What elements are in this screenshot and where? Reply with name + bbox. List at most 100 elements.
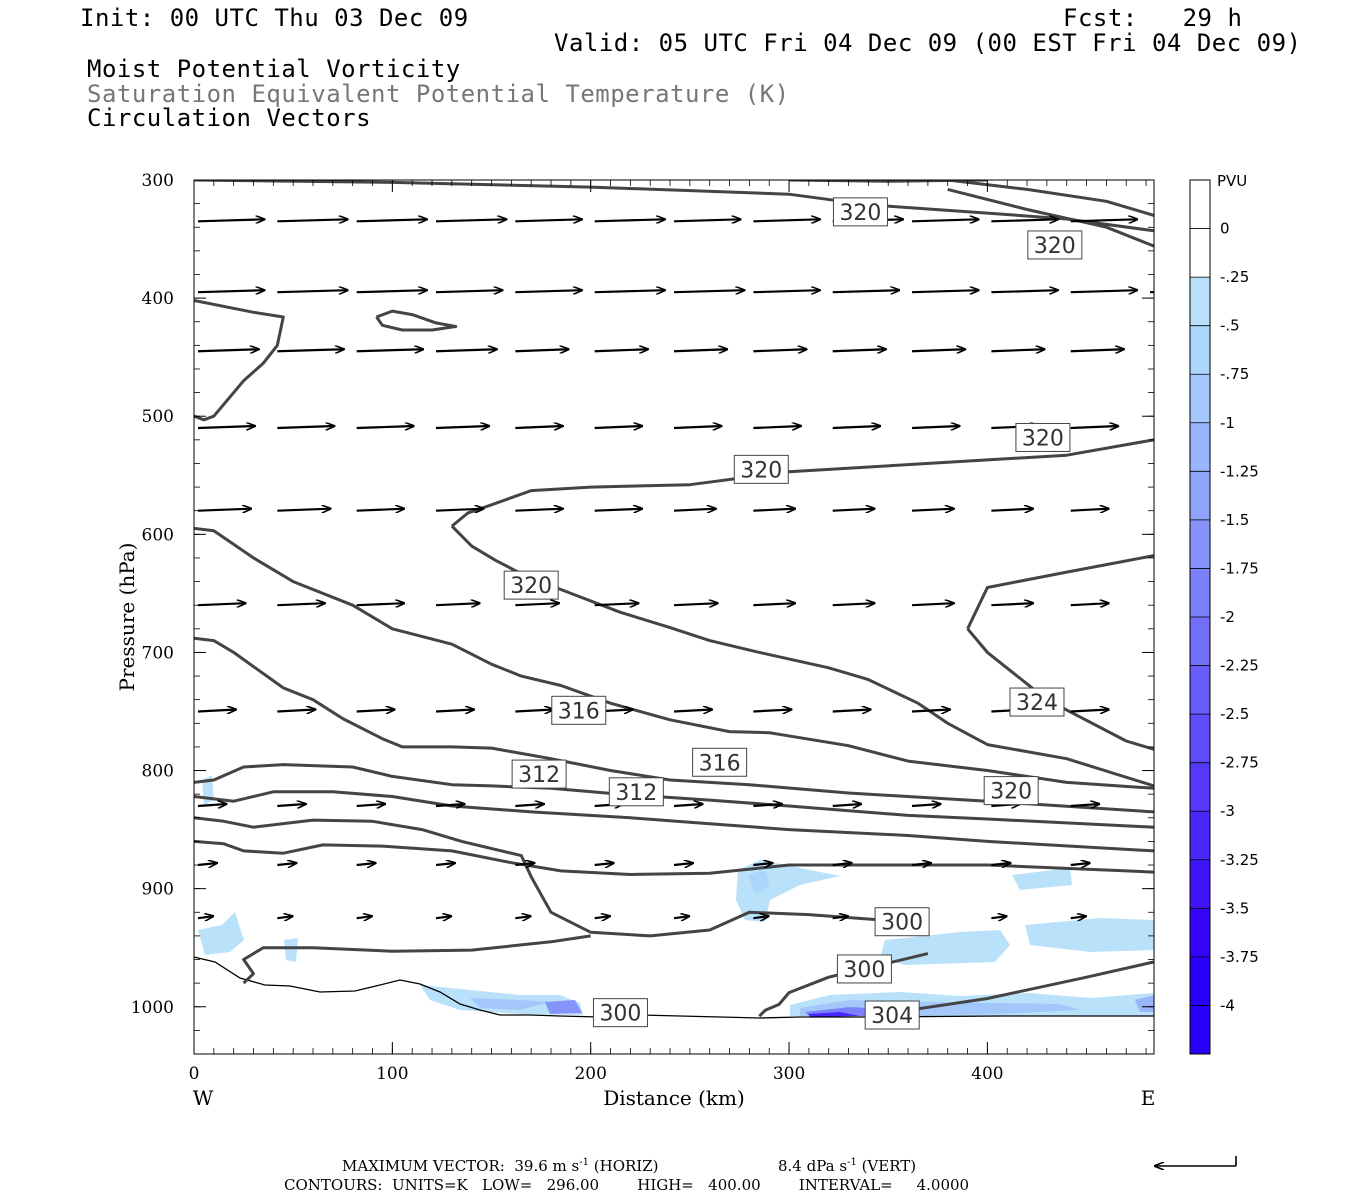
contour-label-text: 312 <box>615 781 657 806</box>
x-tick-label: 0 <box>189 1064 200 1084</box>
valid-time: Valid: 05 UTC Fri 04 Dec 09 (00 EST Fri … <box>554 29 1302 57</box>
circulation-vector <box>673 603 718 605</box>
circulation-vector <box>197 509 251 511</box>
circulation-vector <box>197 219 265 221</box>
circulation-vector <box>1070 219 1138 221</box>
contour-304 <box>907 960 1154 1012</box>
circulation-vector <box>673 709 712 711</box>
circulation-vector <box>356 426 414 428</box>
contour-label-300: 300 <box>874 907 930 937</box>
y-tick-label: 900 <box>142 880 174 900</box>
circulation-vector <box>197 709 236 711</box>
field-title-theta-es: Saturation Equivalent Potential Temperat… <box>87 80 790 108</box>
field-title-pv: Moist Potential Vorticity <box>87 55 461 83</box>
circulation-vector <box>832 426 881 428</box>
colorbar-label: -2.5 <box>1220 705 1249 723</box>
circulation-vector <box>673 426 722 428</box>
circulation-vector <box>515 863 534 865</box>
circulation-vector <box>197 290 265 292</box>
circulation-vector <box>673 509 716 511</box>
colorbar-segment <box>1190 180 1210 229</box>
y-axis-ticks: 300 400 500 600 700 800 900 1000 <box>131 171 1154 1018</box>
pv-shade-region <box>284 938 298 962</box>
x-tick-label: 300 <box>773 1064 805 1084</box>
contour-label-304: 304 <box>864 1000 920 1030</box>
contour-label-320: 320 <box>503 570 559 600</box>
colorbar-label: -3.75 <box>1220 948 1259 966</box>
contour-label-300: 300 <box>592 998 648 1028</box>
circulation-vector <box>515 426 563 428</box>
vert-tag: (VERT) <box>856 1157 917 1175</box>
terrain-line <box>193 956 1154 1019</box>
circulation-vector <box>753 509 795 511</box>
circulation-vector <box>832 603 875 605</box>
circulation-vector <box>435 603 480 605</box>
circulation-vector <box>435 290 503 292</box>
circulation-vector <box>1070 863 1090 865</box>
contour-label-312: 312 <box>608 777 664 807</box>
colorbar-label: -2.75 <box>1220 754 1259 772</box>
contour-label-text: 312 <box>518 763 560 788</box>
colorbar-segment <box>1190 956 1210 1006</box>
circulation-vector <box>991 509 1033 511</box>
pv-shade-region <box>1025 918 1154 952</box>
circulation-vector <box>753 219 820 221</box>
circulation-vector <box>356 290 427 292</box>
contour-320 <box>450 525 1154 788</box>
colorbar-segment <box>1190 811 1210 860</box>
circulation-vector <box>674 290 744 292</box>
circulation-vector <box>911 863 931 865</box>
circulation-vector <box>753 863 772 865</box>
contour-label-box <box>836 954 892 984</box>
circulation-vector <box>435 426 489 428</box>
circulation-vector <box>435 709 474 711</box>
x-tick-label: 100 <box>376 1064 408 1084</box>
contour-label-300: 300 <box>836 954 892 984</box>
circulation-vector <box>1070 426 1119 428</box>
circulation-vector <box>277 863 296 865</box>
east-label: E <box>1141 1086 1156 1110</box>
contour-label-text: 316 <box>558 699 600 724</box>
contour-label-box <box>832 197 888 227</box>
colorbar-segment <box>1190 471 1210 520</box>
circulation-vector <box>832 290 900 292</box>
circulation-vector <box>594 219 665 221</box>
circulation-vector <box>435 219 506 221</box>
circulation-vector <box>753 349 806 351</box>
contour-label-text: 300 <box>843 958 885 983</box>
contour-label-text: 320 <box>839 201 881 226</box>
forecast-hour: Fcst: 29 h <box>1063 4 1243 32</box>
circulation-vector <box>832 804 862 806</box>
pv-shading <box>198 775 1154 1017</box>
circulation-vector <box>1070 603 1109 605</box>
contour-312 <box>194 636 1154 814</box>
contour-320 <box>947 187 1154 248</box>
max-vector-label: MAXIMUM VECTOR: <box>342 1157 505 1175</box>
theta-es-contours <box>194 180 1154 1018</box>
circulation-vector <box>277 290 347 292</box>
circulation-vector <box>991 219 1058 221</box>
colorbar-segment <box>1190 617 1210 666</box>
circulation-vector <box>356 349 424 351</box>
circulation-vector <box>515 509 563 511</box>
contour-label-320: 320 <box>733 454 789 484</box>
circulation-vector <box>912 426 960 428</box>
circulation-vector <box>1070 709 1109 711</box>
circulation-vector <box>356 603 405 605</box>
vert-unit-exponent: -1 <box>847 1157 857 1168</box>
circulation-vector <box>594 509 643 511</box>
colorbar-segment <box>1190 325 1210 375</box>
colorbar-label: -1.5 <box>1220 511 1249 529</box>
circulation-vector <box>515 709 553 711</box>
colorbar-label: -.75 <box>1220 365 1249 383</box>
colorbar-label: -4 <box>1220 996 1235 1014</box>
contour-label-box <box>983 776 1039 806</box>
colorbar-label: -1.25 <box>1220 462 1259 480</box>
colorbar-segment <box>1190 762 1210 812</box>
y-tick-label: 500 <box>142 407 174 427</box>
contour-label-320: 320 <box>983 776 1039 806</box>
circulation-vector <box>674 219 741 221</box>
colorbar-segment <box>1190 519 1210 569</box>
colorbar-segment <box>1190 374 1210 423</box>
